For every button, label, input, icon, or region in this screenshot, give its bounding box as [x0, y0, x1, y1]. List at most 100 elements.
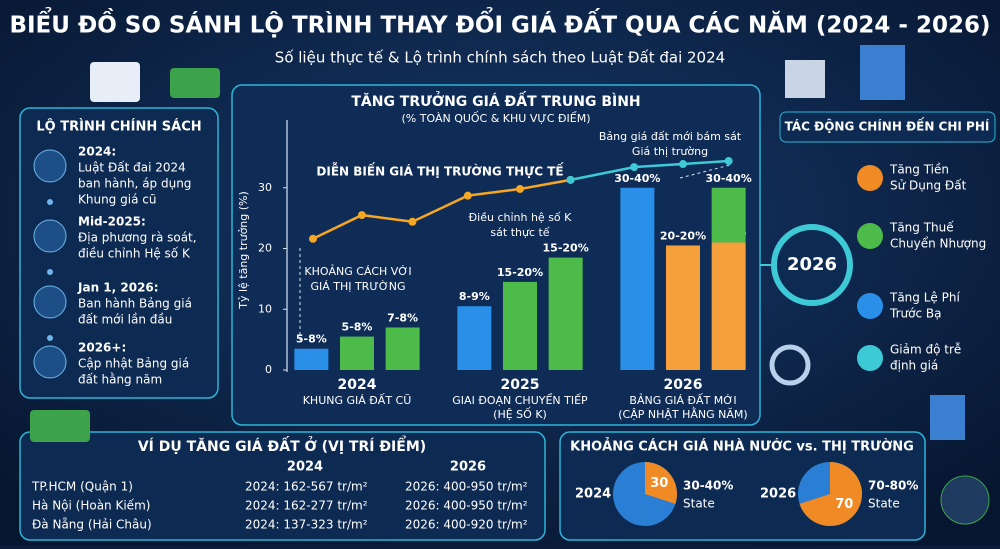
content: BIỂU ĐỒ SO SÁNH LỘ TRÌNH THAY ĐỔI GIÁ ĐẤ…: [9, 7, 990, 532]
value-label: 15-20%: [543, 242, 589, 255]
table-panel: [19, 431, 546, 541]
impact-text: Giảm độ trễ: [890, 343, 961, 357]
trend-point: [724, 157, 733, 166]
table-cell: 2026: 400-950 tr/m²: [405, 499, 528, 513]
annotation: KHOẢNG CÁCH VỚI: [304, 264, 411, 278]
policy-icon: [33, 149, 67, 183]
subtitle: Số liệu thực tế & Lộ trình chính sách th…: [275, 49, 725, 67]
annotation: Giá thị trường: [632, 145, 708, 158]
policy-icon: [33, 345, 67, 379]
impact-title-box: [779, 111, 996, 143]
money-icon: [170, 68, 220, 98]
table-header: 2024: [287, 460, 323, 475]
policy-text: ban hành, áp dụng: [78, 177, 191, 191]
table-cell: 2026: 400-920 tr/m²: [405, 518, 528, 532]
policy-title: LỘ TRÌNH CHÍNH SÁCH: [36, 119, 201, 135]
x-tick-label: 2025: [501, 377, 540, 393]
table-header: 2026: [450, 460, 486, 475]
bar: [340, 336, 374, 370]
chart-subtitle: (% TOÀN QUỐC & KHU VỰC ĐIỂM): [402, 111, 591, 125]
impact-icon: [857, 293, 883, 319]
impact-text: Chuyển Nhượng: [890, 237, 986, 251]
pie-year: 2026: [760, 487, 796, 502]
bar: [294, 348, 329, 370]
policy-date: Mid-2025:: [78, 215, 146, 229]
y-tick-label: 10: [258, 302, 272, 315]
pie-label: 70-80%: [868, 479, 918, 493]
table-cell: Đà Nẵng (Hải Châu): [32, 518, 152, 532]
annotation: Điều chỉnh hệ số K: [469, 211, 573, 224]
category-note: GIAI ĐOẠN CHUYỂN TIẾP: [452, 393, 588, 407]
value-label: 20-20%: [660, 229, 706, 242]
pie-slice: [799, 462, 862, 526]
trend-point: [357, 211, 366, 220]
trend-point: [308, 234, 317, 243]
trend-line: [312, 178, 571, 240]
impact-icon: [857, 165, 883, 191]
policy-text: Địa phương rà soát,: [78, 231, 197, 245]
annotation: Bảng giá đất mới bám sát: [599, 130, 742, 143]
annotation: sát thực tế: [490, 226, 549, 239]
pie-value: 70: [835, 497, 853, 512]
timeline-dot: [47, 269, 53, 275]
pie-sublabel: State: [868, 497, 900, 511]
impact-title: TÁC ĐỘNG CHÍNH ĐẾN CHI PHÍ: [785, 118, 990, 134]
policy-date: Jan 1, 2026:: [77, 281, 159, 295]
table-cell: TP.HCM (Quận 1): [31, 480, 133, 494]
y-tick-label: 30: [258, 181, 272, 194]
bar: [711, 187, 746, 243]
pie-value: 30: [650, 476, 668, 491]
category-note: (HỆ SỐ K): [493, 407, 547, 421]
money-icon: [30, 410, 90, 442]
timeline-dot: [47, 199, 53, 205]
magnifier-icon: [769, 344, 811, 386]
table-title: VÍ DỤ TĂNG GIÁ ĐẤT Ở (VỊ TRÍ ĐIỂM): [138, 435, 426, 455]
impact-icon: [857, 223, 883, 249]
policy-text: đất mới lần đầu: [78, 313, 172, 327]
policy-text: đất hằng năm: [78, 373, 162, 387]
trend-point: [516, 184, 524, 193]
bar: [666, 245, 700, 370]
doc-icon: [90, 62, 140, 102]
impact-text: Tăng Lệ Phí: [889, 291, 960, 305]
policy-text: Khung giá cũ: [78, 193, 156, 207]
table-cell: 2024: 162-567 tr/m²: [245, 480, 368, 494]
timeline-dot: [47, 335, 53, 341]
value-label: 8-9%: [459, 290, 490, 303]
new-table-arrow: [679, 164, 731, 179]
pie-slice: [645, 462, 678, 504]
pie-label: 30-40%: [683, 479, 733, 493]
impact-text: Sử Dụng Đất: [890, 179, 967, 193]
avatar: [940, 475, 990, 525]
policy-panel: [19, 107, 219, 399]
table-cell: 2026: 400-950 tr/m²: [405, 480, 528, 494]
table-cell: 2024: 162-277 tr/m²: [245, 499, 368, 513]
trend-point: [408, 217, 417, 226]
bar: [620, 187, 655, 370]
trend-line: [570, 159, 729, 182]
bar: [503, 281, 537, 370]
policy-date: 2026+:: [78, 341, 126, 355]
y-tick-label: 20: [258, 242, 272, 255]
impact-icon: [857, 345, 883, 371]
trend-point: [463, 191, 472, 200]
y-axis-label: Tỷ lệ tăng trưởng (%): [237, 191, 250, 310]
annotation: GIÁ THỊ TRƯỜNG: [310, 280, 405, 293]
value-label: 30-40%: [706, 172, 752, 185]
policy-icon: [33, 285, 67, 319]
value-label: 5-8%: [342, 321, 373, 334]
value-label: 5-8%: [296, 333, 327, 346]
policy-icon: [33, 219, 67, 253]
y-tick-label: 0: [265, 363, 272, 376]
building-icon: [860, 45, 905, 100]
policy-text: điều chỉnh Hệ số K: [78, 247, 191, 261]
policy-date: 2024:: [78, 145, 116, 159]
value-label: 7-8%: [387, 311, 418, 324]
table-cell: Hà Nội (Hoàn Kiếm): [32, 499, 150, 513]
table-cell: 2024: 137-323 tr/m²: [245, 518, 368, 532]
policy-text: Cập nhật Bảng giá: [78, 357, 189, 371]
building-icon: [930, 395, 965, 440]
impact-text: Trước Bạ: [889, 307, 941, 321]
value-label: 30-40%: [614, 172, 660, 185]
